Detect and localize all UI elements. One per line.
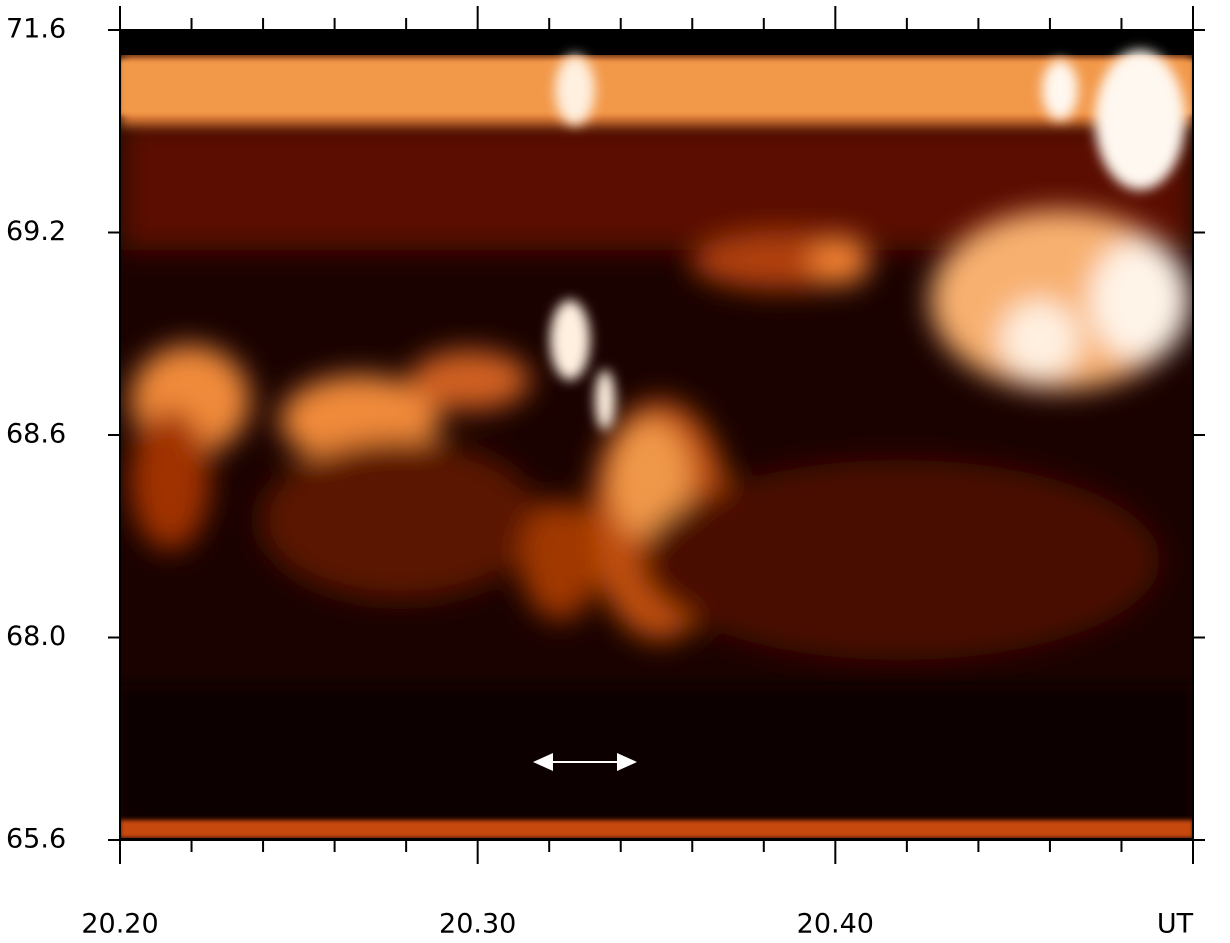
- duration-arrow: [533, 753, 637, 771]
- y-tick-label: 71.6: [6, 14, 66, 45]
- y-tick-label: 65.6: [6, 824, 66, 855]
- x-tick-label: UT: [1157, 909, 1194, 940]
- x-tick-label: 20.20: [81, 909, 158, 940]
- keogram-image: [120, 30, 1193, 840]
- x-tick-label: 20.40: [797, 909, 874, 940]
- y-tick-label: 69.2: [6, 216, 66, 247]
- x-tick-label: 20.30: [439, 909, 516, 940]
- y-tick-label: 68.0: [6, 621, 66, 652]
- y-tick-label: 68.6: [6, 419, 66, 450]
